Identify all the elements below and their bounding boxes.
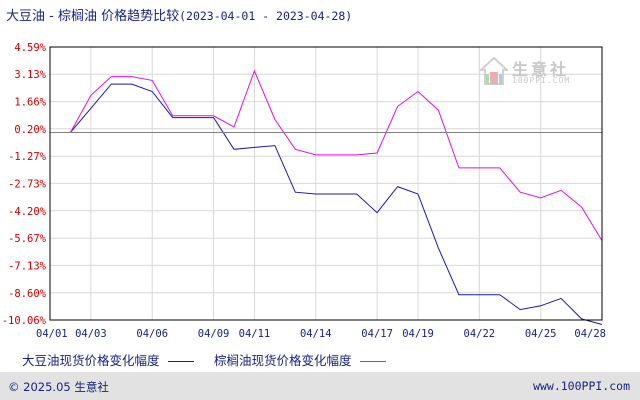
y-tick-label: 3.13% (14, 69, 46, 81)
y-tick-label: -7.13% (8, 260, 47, 272)
y-tick-label: -5.67% (8, 233, 47, 245)
footer-copyright: © 2025.05 生意社 (8, 380, 109, 394)
y-tick-label: -8.60% (8, 288, 47, 300)
x-tick-label: 04/01 (36, 328, 68, 340)
x-axis-tick-labels: 04/01 04/03 04/06 04/09 04/11 04/14 04/17 04/19… (36, 328, 606, 340)
title-date-range: (2023-04-01 - 2023-04-28) (179, 9, 353, 23)
legend-item-palm: 棕榈油现货价格变化幅度 (214, 350, 386, 369)
price-trend-chart: 4.59% 3.13% 1.66% 0.20% -1.27% -2.73% -4.20% -5… (2, 42, 606, 340)
x-tick-label: 04/22 (464, 328, 496, 340)
x-tick-label: 04/19 (402, 328, 434, 340)
x-tick-label: 04/06 (136, 328, 168, 340)
y-tick-label: -2.73% (8, 178, 47, 190)
house-logo-icon (480, 56, 508, 85)
footer-site-link[interactable]: www.100PPI.com (533, 379, 630, 393)
y-tick-label: 0.20% (14, 124, 46, 136)
title-text: 大豆油 - 棕榈油 价格趋势比较 (6, 9, 180, 24)
legend-swatch-palm (359, 361, 386, 362)
series-line-palm (50, 69, 603, 241)
x-tick-label: 04/28 (574, 328, 606, 340)
x-tick-label: 04/17 (361, 328, 393, 340)
y-tick-label: -1.27% (8, 151, 47, 163)
chart-title: 大豆油 - 棕榈油 价格趋势比较(2023-04-01 - 2023-04-28… (6, 5, 352, 24)
x-tick-label: 04/25 (525, 328, 557, 340)
y-tick-label: 4.59% (14, 42, 46, 54)
y-tick-label: -4.20% (8, 206, 47, 218)
x-tick-label: 04/03 (75, 328, 107, 340)
series-lines (50, 69, 603, 325)
watermark-name: 生意社 (512, 60, 570, 79)
y-axis-tick-labels: 4.59% 3.13% 1.66% 0.20% -1.27% -2.73% -4.20% -5… (2, 42, 47, 327)
watermark-logo: 生意社 100PPI.COM (480, 56, 580, 90)
x-tick-label: 04/09 (198, 328, 230, 340)
watermark-domain: 100PPI.COM (512, 76, 571, 85)
series-line-soybean (50, 83, 603, 325)
legend-label-palm: 棕榈油现货价格变化幅度 (214, 353, 352, 368)
legend-label-soybean: 大豆油现货价格变化幅度 (22, 353, 160, 368)
legend-item-soybean: 大豆油现货价格变化幅度 (22, 350, 194, 369)
y-tick-label: 1.66% (14, 97, 46, 109)
plot-area-frame (49, 46, 603, 321)
x-tick-label: 04/14 (300, 328, 332, 340)
x-tick-label: 04/11 (239, 328, 271, 340)
y-tick-label: -10.06% (2, 315, 47, 327)
footer-bar: © 2025.05 生意社 www.100PPI.com (0, 372, 640, 400)
legend-swatch-soybean (167, 361, 194, 362)
